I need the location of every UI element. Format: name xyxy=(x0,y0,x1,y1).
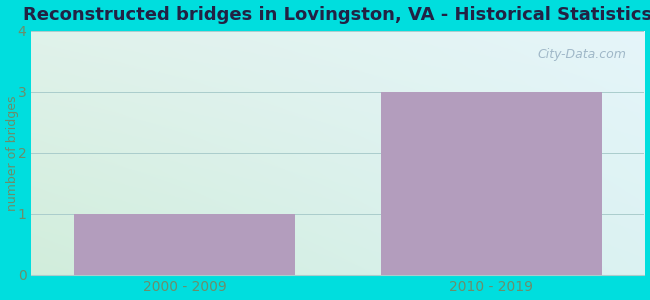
Bar xyxy=(74,214,295,275)
Title: Reconstructed bridges in Lovingston, VA - Historical Statistics: Reconstructed bridges in Lovingston, VA … xyxy=(23,6,650,24)
Y-axis label: number of bridges: number of bridges xyxy=(6,95,19,211)
Text: City-Data.com: City-Data.com xyxy=(537,48,626,61)
Bar xyxy=(381,92,601,275)
